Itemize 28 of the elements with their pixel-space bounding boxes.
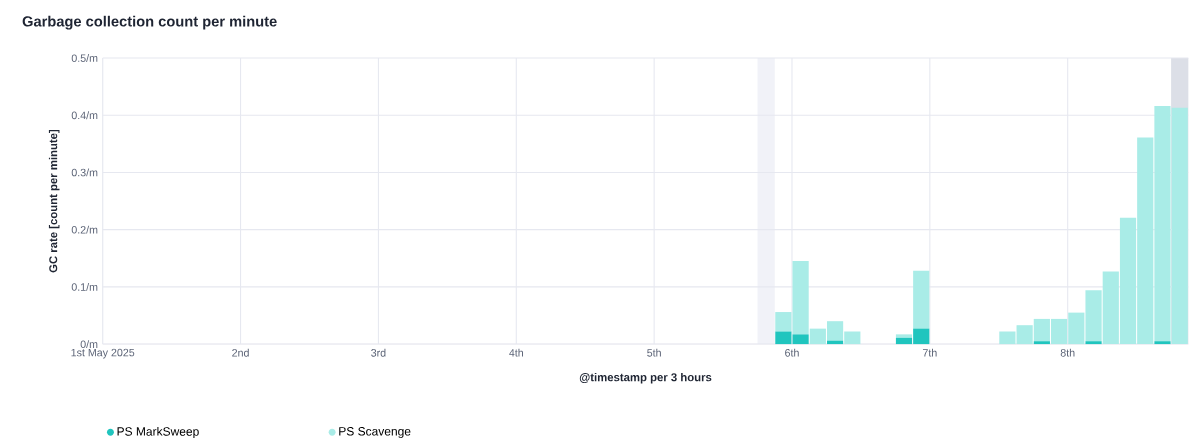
chart-title: Garbage collection count per minute xyxy=(22,15,277,30)
x-tick-label: 3rd xyxy=(371,348,386,357)
bar xyxy=(1085,341,1102,345)
bar xyxy=(895,334,913,338)
y-axis-title: GC rate [count per minute] xyxy=(48,129,60,273)
bar xyxy=(999,331,1016,345)
x-tick-label: 5th xyxy=(647,348,661,357)
y-tick-label: 0.2/m xyxy=(71,225,98,234)
bar xyxy=(775,312,792,332)
bar xyxy=(913,270,930,329)
bar xyxy=(792,334,809,345)
x-tick-label: 7th xyxy=(922,348,937,357)
y-tick-label: 0/m xyxy=(80,340,98,348)
y-tick-label: 0.4/m xyxy=(71,111,98,120)
x-tick-label: 1st May 2025 xyxy=(71,348,135,359)
x-tick-label: 8th xyxy=(1060,348,1075,357)
bar xyxy=(1033,341,1050,345)
x-axis-title: @timestamp per 3 hours xyxy=(579,372,712,384)
x-tick-label: 6th xyxy=(785,348,799,357)
y-tick-label: 0.3/m xyxy=(71,168,98,177)
y-tick-label: 0.1/m xyxy=(71,282,98,291)
legend-label: PS MarkSweep xyxy=(117,426,199,439)
legend-label: PS Scavenge xyxy=(339,427,411,438)
bar xyxy=(1154,341,1171,345)
x-tick-label: 2nd xyxy=(232,348,249,357)
y-tick-label: 0.5/m xyxy=(71,54,98,62)
x-tick-label: 4th xyxy=(509,348,524,357)
bar xyxy=(775,331,792,345)
